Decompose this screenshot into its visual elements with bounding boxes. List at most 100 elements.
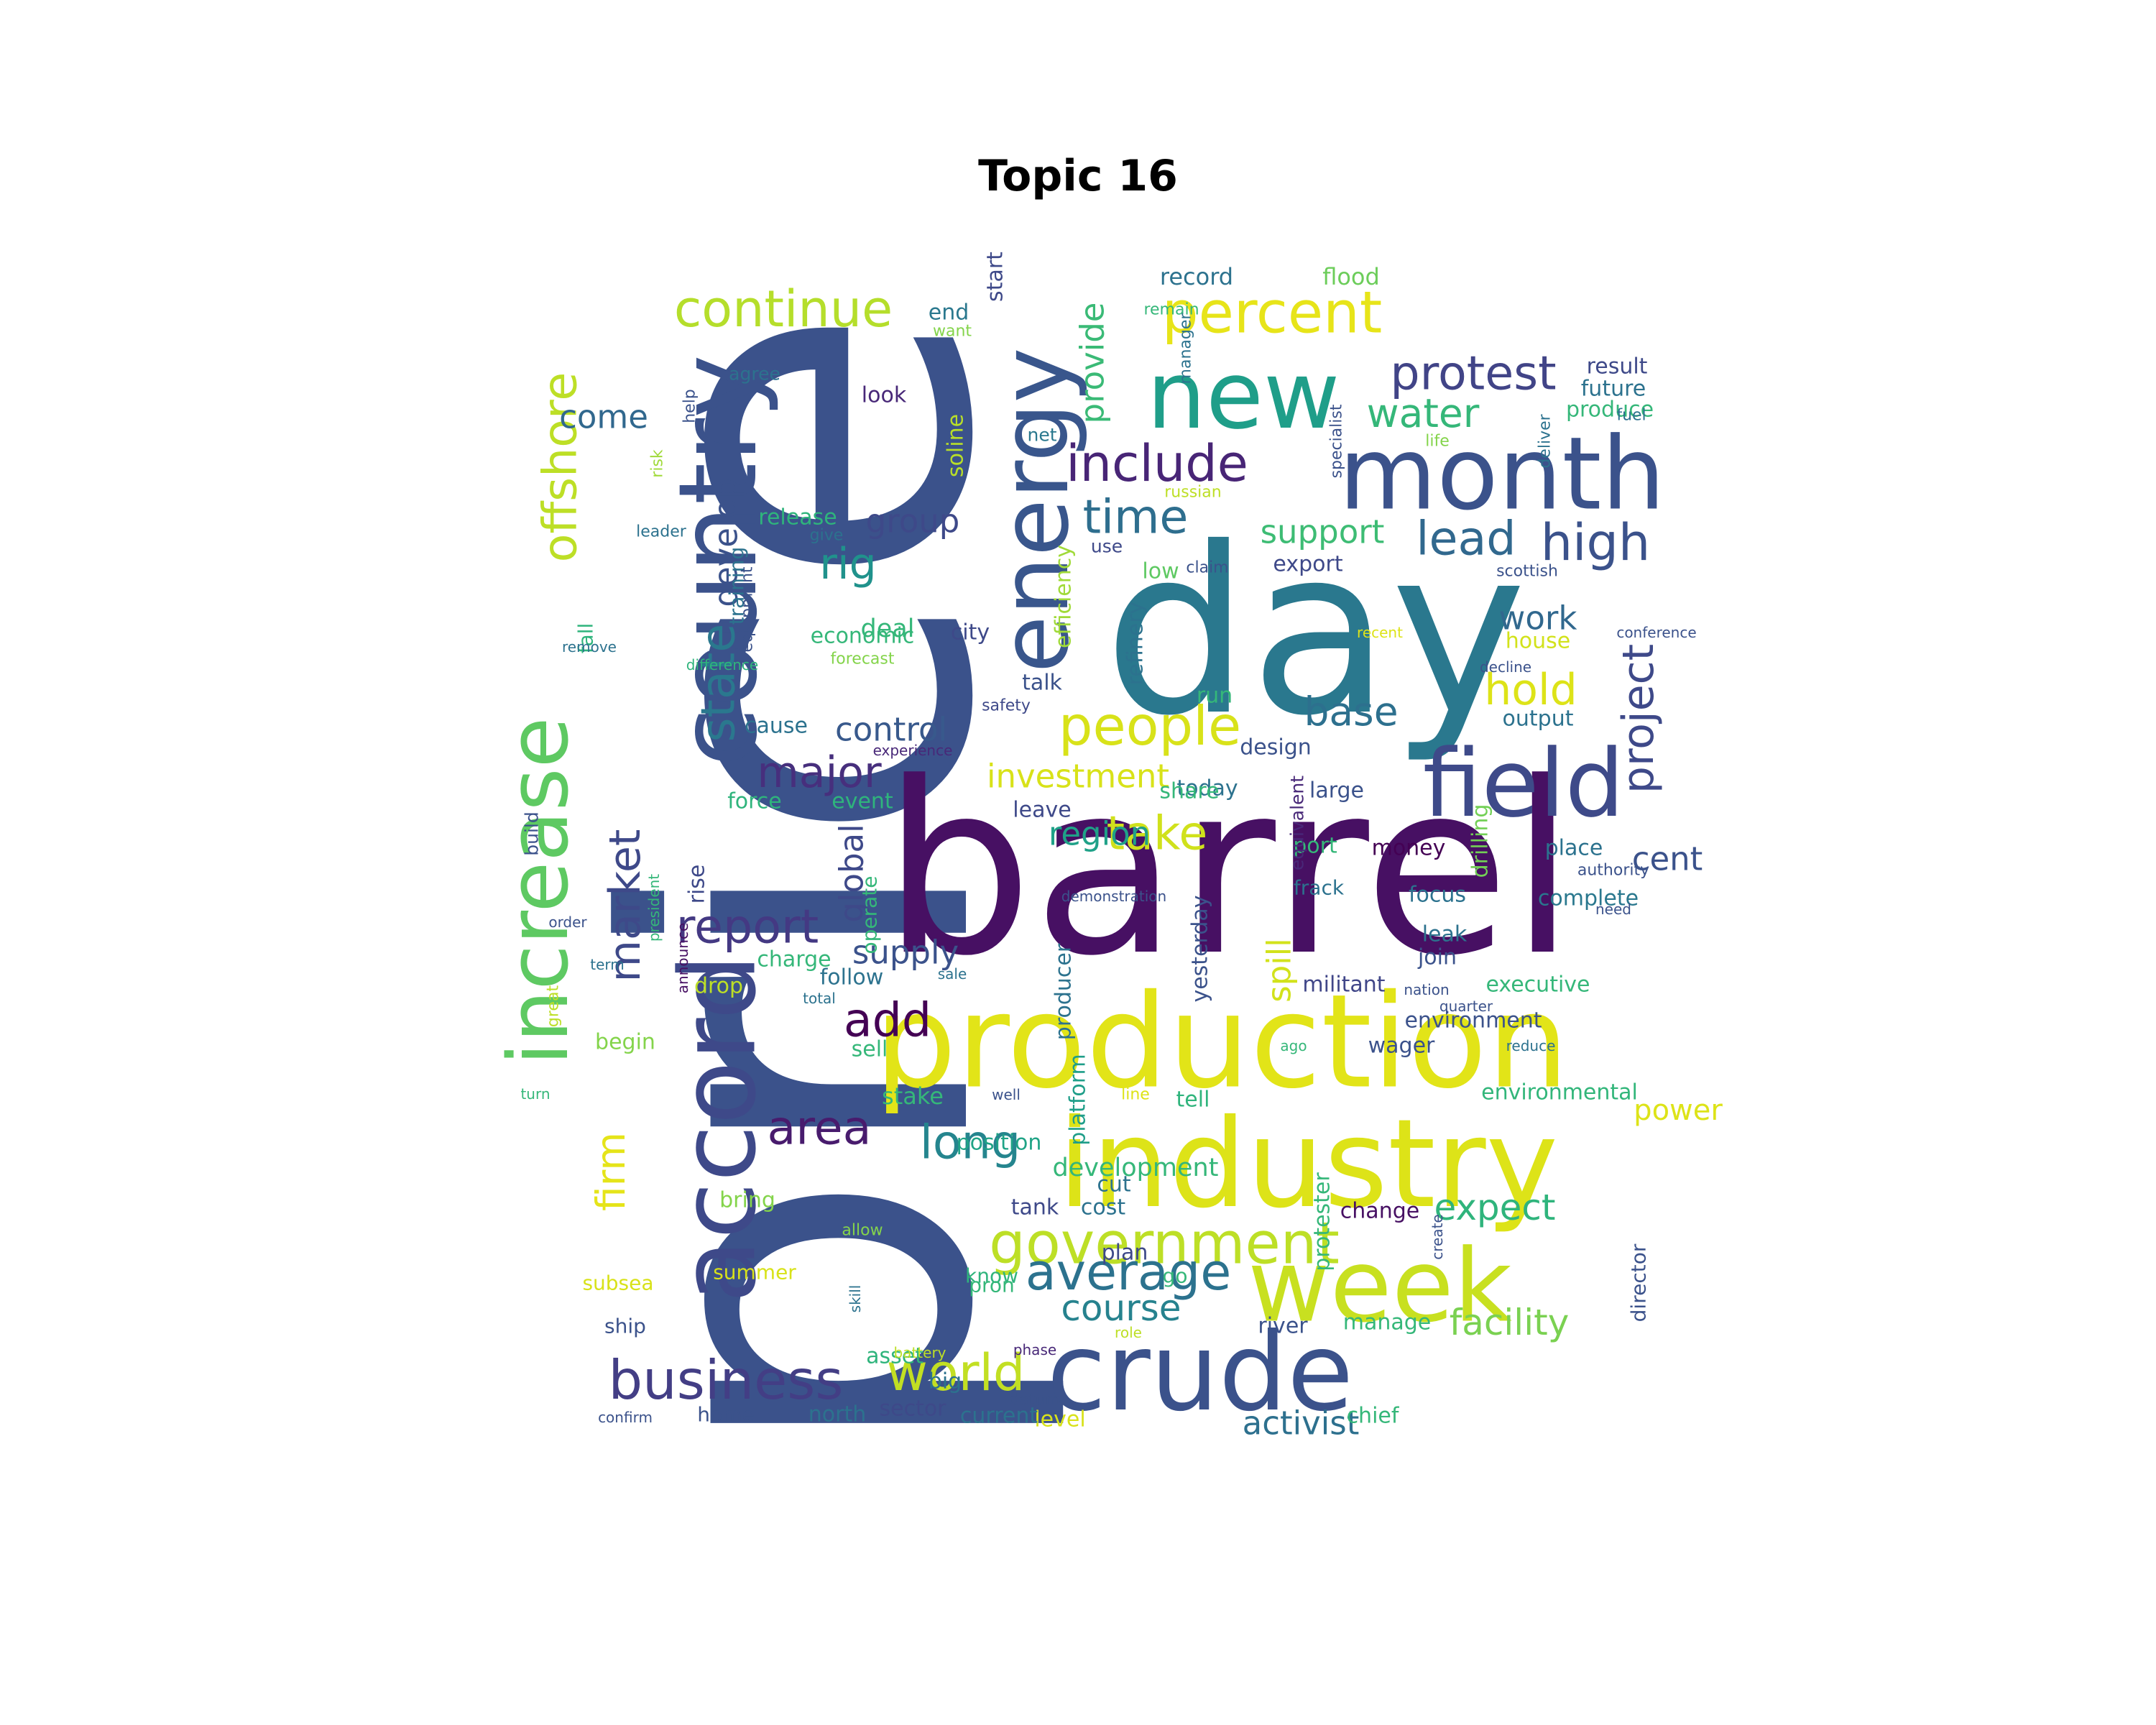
word-group: group bbox=[866, 502, 960, 540]
word-area: area bbox=[768, 1102, 872, 1156]
word-leave: leave bbox=[1013, 798, 1071, 823]
word-project: project bbox=[1613, 644, 1664, 794]
word-specialist: specialist bbox=[1328, 404, 1346, 478]
word-barrel: barrel bbox=[883, 732, 1576, 1008]
word-home: home bbox=[697, 1403, 754, 1427]
word-future: future bbox=[1581, 377, 1646, 402]
word-conference: conference bbox=[1616, 624, 1696, 641]
word-refinery: refinery bbox=[1123, 602, 1148, 686]
word-demonstration: demonstration bbox=[1061, 888, 1166, 905]
word-course: course bbox=[1061, 1287, 1181, 1329]
word-follow: follow bbox=[820, 965, 883, 990]
word-net: net bbox=[1027, 425, 1056, 446]
word-phase: phase bbox=[1013, 1341, 1056, 1358]
word-authority: authority bbox=[1577, 862, 1649, 880]
word-leak: leak bbox=[1422, 922, 1468, 947]
word-tank: tank bbox=[1011, 1195, 1059, 1220]
word-well: well bbox=[992, 1086, 1021, 1103]
word-militant: militant bbox=[1302, 972, 1385, 998]
word-export: export bbox=[1273, 552, 1342, 577]
word-industry: industry bbox=[1058, 1093, 1558, 1236]
word-skill: skill bbox=[847, 1285, 864, 1313]
word-platform: platform bbox=[1066, 1054, 1091, 1145]
word-cent: cent bbox=[1632, 840, 1703, 878]
word-supply: supply bbox=[852, 934, 959, 972]
word-energy: energy bbox=[980, 348, 1089, 673]
word-continue: continue bbox=[674, 280, 893, 339]
word-environment: environment bbox=[1404, 1008, 1542, 1034]
word-charge: charge bbox=[757, 947, 831, 972]
word-manage: manage bbox=[1343, 1310, 1432, 1335]
word-join: join bbox=[1417, 945, 1457, 970]
word-order: order bbox=[548, 914, 587, 931]
word-report: report bbox=[676, 901, 819, 954]
word-north: north bbox=[808, 1402, 866, 1427]
word-level: level bbox=[1034, 1407, 1085, 1432]
word-share: share bbox=[1159, 779, 1219, 804]
word-high: high bbox=[1541, 513, 1651, 572]
word-deal: deal bbox=[861, 615, 915, 643]
word-focus: focus bbox=[1409, 883, 1466, 908]
word-training: training bbox=[725, 547, 749, 625]
word-river: river bbox=[1258, 1314, 1308, 1339]
word-cost: cost bbox=[1081, 1195, 1125, 1220]
word-power: power bbox=[1634, 1094, 1723, 1127]
word-need: need bbox=[1595, 901, 1631, 918]
word-region: region bbox=[1049, 815, 1151, 853]
word-event: event bbox=[831, 789, 893, 814]
word-role: role bbox=[1115, 1324, 1142, 1341]
word-decline: decline bbox=[1480, 658, 1531, 676]
word-house: house bbox=[1506, 629, 1570, 654]
word-soline: soline bbox=[944, 414, 969, 477]
word-manager: manager bbox=[1177, 313, 1195, 385]
word-take: take bbox=[1107, 807, 1208, 861]
word-percent: percent bbox=[1162, 280, 1382, 346]
word-battery: battery bbox=[894, 1344, 946, 1361]
word-long: long bbox=[920, 1116, 1021, 1170]
word-executive: executive bbox=[1485, 972, 1590, 998]
word-country: country bbox=[656, 354, 781, 767]
word-total: total bbox=[803, 990, 836, 1007]
word-chief: chief bbox=[1347, 1404, 1400, 1429]
word-increase: increase bbox=[491, 717, 587, 1066]
word-experience: experience bbox=[873, 742, 953, 759]
word-give: give bbox=[810, 527, 844, 545]
word-subsea: subsea bbox=[582, 1271, 653, 1295]
word-difference: difference bbox=[686, 656, 758, 673]
word-investment: investment bbox=[987, 758, 1169, 796]
word-fall: fall bbox=[574, 623, 598, 654]
word-sector: sector bbox=[879, 1397, 946, 1422]
word-forecast: forecast bbox=[831, 650, 895, 668]
word-result: result bbox=[1587, 354, 1648, 380]
word-day: day bbox=[1104, 499, 1527, 766]
word-state: state bbox=[692, 624, 746, 742]
word-city: city bbox=[951, 620, 990, 645]
word-use: use bbox=[1091, 536, 1123, 557]
word-ship: ship bbox=[604, 1315, 646, 1338]
word-president: president bbox=[645, 874, 663, 942]
word-complete: complete bbox=[1538, 886, 1639, 911]
word-force: force bbox=[727, 789, 782, 814]
word-recent: recent bbox=[1357, 624, 1403, 641]
word-turn: turn bbox=[520, 1085, 550, 1103]
word-base: base bbox=[1304, 689, 1398, 735]
word-risk: risk bbox=[649, 449, 667, 478]
word-go: go bbox=[1163, 1264, 1188, 1288]
word-create: create bbox=[1429, 1214, 1446, 1260]
word-equivalent: equivalent bbox=[1287, 776, 1308, 870]
word-talk: talk bbox=[1022, 671, 1062, 696]
word-operate: operate bbox=[858, 875, 882, 954]
word-rig: rig bbox=[819, 539, 876, 589]
word-develop: develop bbox=[707, 478, 745, 607]
word-rise: rise bbox=[685, 865, 710, 904]
word-week: week bbox=[1248, 1228, 1512, 1346]
word-provide: provide bbox=[1074, 303, 1112, 424]
word-world: world bbox=[887, 1343, 1026, 1402]
word-want: want bbox=[933, 323, 972, 341]
word-director: director bbox=[1627, 1243, 1651, 1322]
word-add: add bbox=[844, 994, 931, 1048]
word-producer: producer bbox=[1051, 943, 1077, 1040]
word-plan: plan bbox=[1102, 1241, 1148, 1266]
word-activist: activist bbox=[1243, 1404, 1360, 1443]
